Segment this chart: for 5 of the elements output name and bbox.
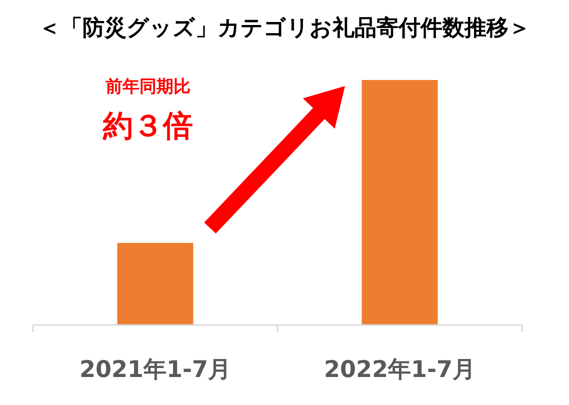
x-tick-label: 2021年1-7月 [79, 357, 232, 383]
x-tick-label: 2022年1-7月 [324, 357, 476, 383]
chart-title: ＜「防災グッズ」カテゴリお礼品寄付件数推移＞ [38, 15, 530, 41]
annotation: 約３倍 [102, 109, 193, 144]
annotation: 前年同期比 [104, 77, 190, 97]
